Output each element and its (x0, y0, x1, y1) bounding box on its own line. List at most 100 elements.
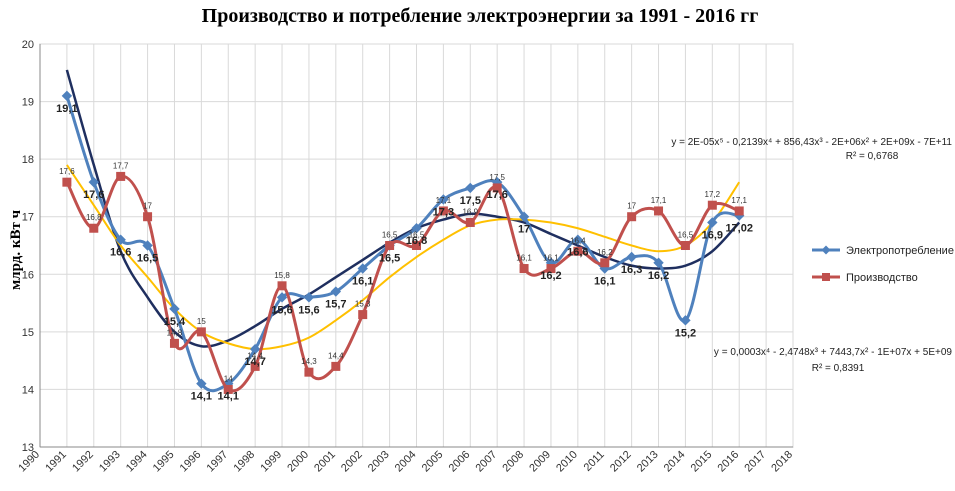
y-tick-label: 18 (22, 154, 34, 166)
consumption-point (61, 90, 73, 102)
production-data-label: 17 (627, 202, 636, 211)
production-data-label: 16,5 (409, 231, 425, 240)
production-data-label: 16,1 (516, 254, 532, 263)
consumption-data-label: 17,6 (486, 189, 507, 201)
x-tick-label: 2005 (420, 449, 446, 475)
production-data-label: 17,1 (436, 196, 452, 205)
production-point (546, 264, 556, 274)
production-point (385, 241, 395, 250)
production-data-label: 14,4 (328, 351, 344, 360)
x-tick-label: 1990 (16, 449, 42, 475)
y-tick-label: 13 (22, 442, 34, 454)
y-tick-label: 17 (22, 212, 34, 224)
production-data-label: 15 (197, 317, 206, 326)
production-data-label: 16,9 (462, 207, 478, 216)
x-tick-label: 2016 (716, 449, 742, 475)
y-tick-label: 20 (22, 39, 34, 51)
x-tick-label: 1999 (258, 449, 284, 475)
y-tick-label: 14 (22, 384, 34, 396)
consumption-point (465, 182, 476, 194)
consumption-data-label: 14,7 (244, 356, 265, 368)
trend-equations: y = 2E-05x⁵ - 0,2139x⁴ + 856,43x³ - 2E+0… (671, 137, 952, 374)
production-point (358, 310, 368, 320)
legend-marker-diamond (821, 245, 831, 255)
axes: 13 14 15 16 17 18 19 20 1990 1991 1992 1993 1994 1995… (16, 39, 795, 474)
legend-label-1: Электропотребление (846, 245, 954, 257)
production-point (465, 217, 475, 227)
x-tick-label: 2008 (500, 449, 526, 475)
production-data-label: 14,4 (247, 351, 263, 360)
data-labels: 19,1 17,6 16,6 16,5 15,4 14,1 14,1 14,7 15,6 15,6… (56, 103, 753, 403)
production-point (89, 223, 99, 233)
x-tick-label: 2010 (554, 449, 580, 475)
consumption-data-label: 16,2 (540, 270, 561, 282)
y-tick-label: 19 (22, 97, 34, 109)
production-point (492, 183, 502, 193)
consumption-data-label: 16,8 (406, 235, 427, 247)
consumption-point (518, 211, 530, 222)
x-tick-label: 2006 (447, 449, 473, 475)
x-tick-label: 2000 (285, 449, 311, 475)
consumption-data-label: 17,02 (725, 223, 753, 235)
production-point (277, 281, 287, 291)
x-tick-label: 2018 (769, 449, 795, 475)
consumption-data-label: 17,5 (460, 195, 481, 207)
production-data-label: 15,8 (274, 271, 290, 280)
consumption-point (169, 303, 180, 315)
consumption-data-label: 17 (518, 224, 530, 236)
consumption-data-label: 15,2 (675, 327, 696, 339)
production-point (600, 258, 610, 268)
production-data-label: 17,1 (731, 196, 747, 205)
production-data-label: 17,7 (113, 161, 129, 170)
consumption-data-label: 17,6 (83, 189, 104, 201)
production-point (304, 367, 314, 377)
production-data-label: 17,2 (705, 190, 721, 199)
consumption-data-label: 15,7 (325, 299, 346, 311)
x-tick-label: 1992 (70, 449, 96, 475)
production-point (116, 171, 126, 181)
legend-marker-square (822, 273, 830, 281)
y-tick-label: 15 (22, 327, 34, 339)
consumption-data-label: 15,4 (164, 316, 186, 328)
consumption-data-label: 16,1 (594, 276, 615, 288)
consumption-point (196, 378, 207, 389)
consumption-point (653, 257, 664, 268)
production-point (250, 361, 260, 371)
y-axis-label: млрд. кВт ч (8, 209, 24, 290)
x-tick-label: 1998 (231, 449, 257, 475)
production-point (331, 361, 341, 371)
consumption-point (115, 234, 126, 245)
trend-r2-1: R² = 0,6768 (846, 151, 899, 162)
consumption-point (680, 315, 691, 326)
consumption-point (707, 217, 718, 228)
x-tick-label: 1996 (178, 449, 204, 475)
production-data-label: 17 (143, 202, 152, 211)
production-point (196, 327, 206, 337)
production-data-label: 15,3 (355, 300, 371, 309)
x-tick-label: 1991 (43, 449, 69, 475)
x-tick-label: 2011 (582, 449, 607, 474)
consumption-data-label: 16,6 (110, 247, 131, 259)
consumption-point (626, 251, 637, 263)
production-data-label: 16,8 (86, 213, 102, 222)
production-data-label: 17,5 (489, 173, 505, 182)
production-point (223, 384, 233, 394)
production-point (438, 206, 448, 216)
x-tick-label: 1997 (205, 449, 231, 475)
legend: Электропотребление Производство (812, 245, 954, 284)
consumption-data-label: 16,2 (648, 270, 669, 282)
production-data-label: 16,5 (678, 231, 694, 240)
consumption-data-label: 19,1 (56, 103, 77, 115)
production-data-label: 14,3 (301, 357, 317, 366)
production-data-label: 16,4 (570, 236, 586, 245)
x-tick-label: 1994 (124, 449, 150, 475)
x-tick-label: 2003 (366, 449, 392, 475)
consumption-data-label: 14,1 (218, 391, 239, 403)
series-line-2 (65, 174, 740, 393)
x-tick-label: 2014 (662, 449, 688, 475)
chart-title: Производство и потребление электроэнерги… (202, 5, 759, 27)
consumption-data-label: 14,1 (191, 391, 212, 403)
production-point (62, 177, 72, 187)
